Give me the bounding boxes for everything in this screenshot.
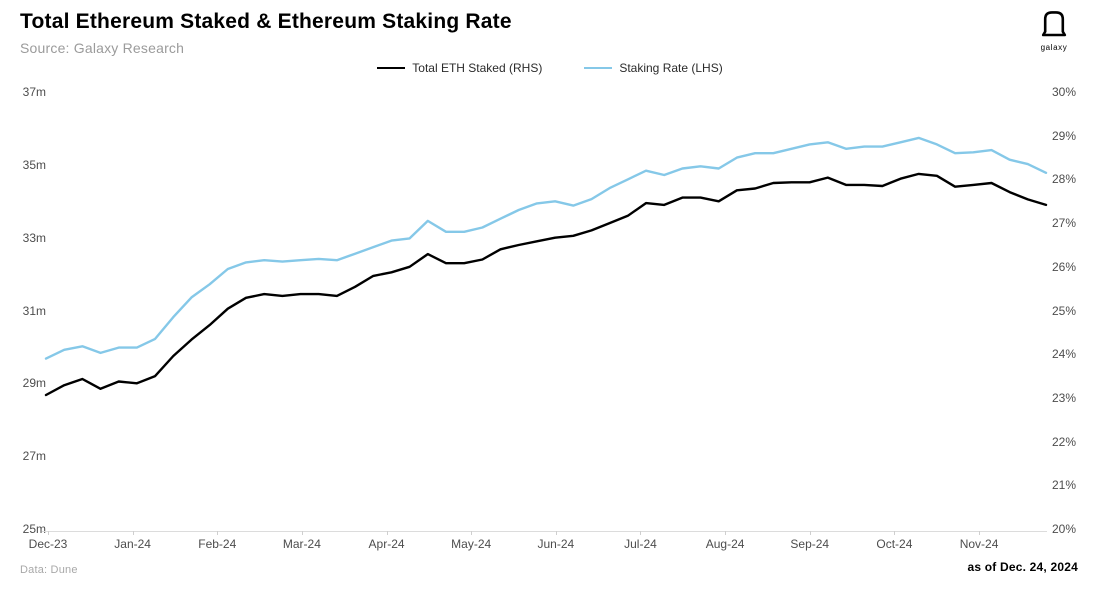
y-millions-tick-label: 37m [22, 85, 46, 99]
x-tick-mark [471, 531, 473, 535]
x-month-tick-label: Oct-24 [876, 537, 913, 551]
x-month-tick-label: Dec-23 [28, 537, 68, 551]
legend-label: Total ETH Staked (RHS) [412, 61, 543, 75]
x-month-tick-label: Jul-24 [624, 537, 657, 551]
x-month-tick-label: Mar-24 [282, 537, 321, 551]
legend-item-staking-rate: Staking Rate (LHS) [584, 61, 723, 75]
x-month-tick-label: May-24 [451, 537, 492, 551]
legend-label: Staking Rate (LHS) [619, 61, 723, 75]
y-percent-tick-label: 21% [1052, 478, 1077, 493]
x-tick-mark [555, 531, 557, 535]
x-tick-mark [48, 531, 49, 535]
y-percent-tick-label: 27% [1052, 216, 1077, 231]
y-percent-tick-label: 22% [1052, 434, 1077, 449]
y-percent-tick-label: 30% [1052, 85, 1077, 99]
x-month-tick-label: Jun-24 [537, 537, 575, 551]
x-tick-mark [217, 531, 219, 535]
galaxy-helmet-icon [1022, 6, 1086, 42]
x-tick-mark [386, 531, 388, 535]
y-percent-tick-label: 29% [1052, 128, 1077, 143]
y-percent-tick-label: 25% [1052, 303, 1077, 318]
galaxy-logo: galaxy [1022, 6, 1086, 52]
x-month-tick-label: Feb-24 [198, 537, 237, 551]
y-millions-tick-label: 25m [22, 522, 46, 536]
galaxy-logo-label: galaxy [1040, 43, 1068, 52]
y-millions-tick-label: 35m [22, 157, 46, 172]
staking-rate-line [44, 136, 1048, 360]
chart-legend: Total ETH Staked (RHS) Staking Rate (LHS… [0, 60, 1100, 76]
y-percent-tick-label: 24% [1052, 347, 1077, 362]
y-millions-tick-label: 27m [22, 449, 46, 464]
page-title: Total Ethereum Staked & Ethereum Staking… [20, 10, 512, 33]
x-tick-mark [640, 531, 642, 535]
y-percent-tick-label: 28% [1052, 172, 1077, 187]
x-month-tick-label: Apr-24 [368, 537, 405, 551]
x-month-tick-label: Sep-24 [790, 537, 830, 551]
staking-rate-swatch [584, 67, 613, 69]
x-tick-mark [894, 531, 896, 535]
x-tick-mark [132, 531, 134, 535]
y-millions-tick-label: 31m [22, 303, 46, 318]
total-eth-staked-line [44, 172, 1048, 397]
x-month-tick-label: Nov-24 [959, 537, 999, 551]
data-source-note: Data: Dune [20, 564, 78, 576]
x-month-tick-label: Jan-24 [114, 537, 151, 551]
y-percent-tick-label: 26% [1052, 259, 1077, 274]
x-tick-mark [809, 531, 811, 535]
as-of-date: as of Dec. 24, 2024 [967, 560, 1078, 574]
chart-source-subtitle: Source: Galaxy Research [20, 40, 185, 56]
total-eth-staked-swatch [377, 67, 406, 69]
x-month-tick-label: Aug-24 [705, 537, 745, 551]
x-tick-mark [979, 531, 981, 535]
legend-item-total-eth-staked: Total ETH Staked (RHS) [377, 61, 542, 75]
x-axis-line [42, 531, 1047, 532]
y-percent-tick-label: 23% [1052, 390, 1077, 405]
x-tick-mark [301, 531, 303, 535]
y-millions-tick-label: 29m [22, 376, 46, 391]
y-percent-tick-label: 20% [1052, 522, 1077, 536]
y-millions-tick-label: 33m [22, 230, 46, 245]
x-tick-mark [725, 531, 727, 535]
